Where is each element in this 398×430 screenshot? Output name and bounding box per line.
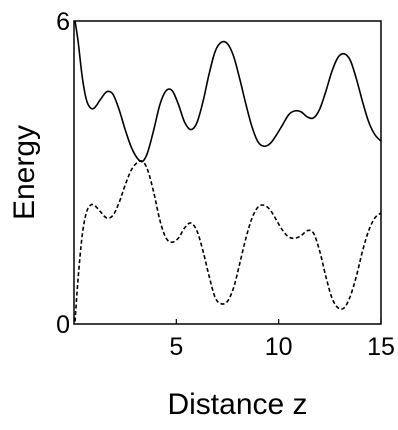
y-tick-label: 0 — [56, 311, 70, 339]
x-tick-label: 5 — [169, 333, 183, 361]
plot-area — [75, 21, 381, 321]
solid-series-line — [75, 21, 381, 162]
plot-frame — [74, 21, 381, 324]
x-tick-label: 10 — [265, 333, 293, 361]
y-axis-label: Energy — [8, 125, 41, 220]
x-tick-label: 15 — [367, 333, 395, 361]
y-tick-label: 6 — [56, 8, 70, 36]
dashed-series-line — [75, 161, 381, 322]
x-axis-label: Distance z — [167, 388, 307, 421]
